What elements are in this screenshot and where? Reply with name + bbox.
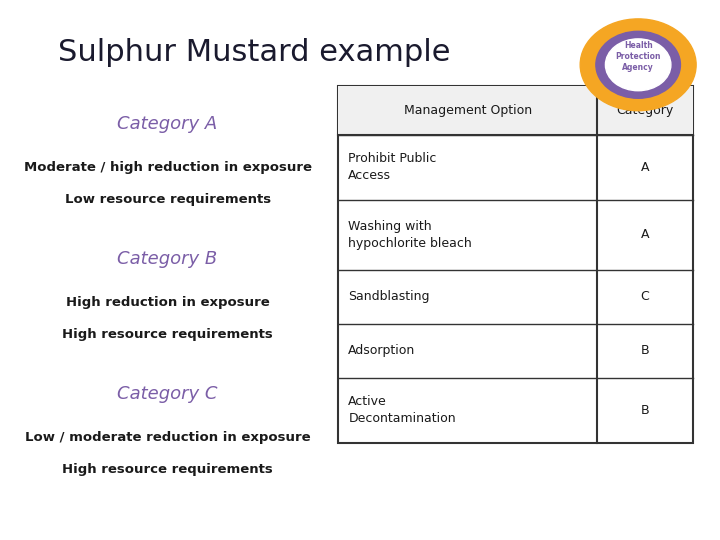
Text: Moderate / high reduction in exposure: Moderate / high reduction in exposure [24,161,312,174]
Text: Low resource requirements: Low resource requirements [65,193,271,206]
Text: High reduction in exposure: High reduction in exposure [66,296,269,309]
Text: Category: Category [616,104,674,117]
Text: A: A [641,228,649,241]
Text: B: B [641,345,649,357]
Text: Category C: Category C [117,385,218,403]
Text: Active
Decontamination: Active Decontamination [348,395,456,426]
Text: Sandblasting: Sandblasting [348,291,430,303]
Text: Health
Protection
Agency: Health Protection Agency [616,41,661,72]
Text: Low / moderate reduction in exposure: Low / moderate reduction in exposure [24,431,310,444]
Circle shape [606,39,671,91]
Text: Category B: Category B [117,250,217,268]
Text: B: B [641,404,649,417]
Circle shape [596,31,680,98]
Text: C: C [641,291,649,303]
Text: Washing with
hypochlorite bleach: Washing with hypochlorite bleach [348,220,472,250]
Text: Category A: Category A [117,115,217,133]
Text: A: A [641,161,649,174]
Text: High resource requirements: High resource requirements [62,463,273,476]
Text: Adsorption: Adsorption [348,345,415,357]
Text: Management Option: Management Option [404,104,531,117]
Text: Prohibit Public
Access: Prohibit Public Access [348,152,436,183]
Circle shape [580,19,696,111]
Text: High resource requirements: High resource requirements [62,328,273,341]
FancyBboxPatch shape [338,86,693,135]
FancyBboxPatch shape [338,86,693,443]
Text: Sulphur Mustard example: Sulphur Mustard example [58,38,451,67]
